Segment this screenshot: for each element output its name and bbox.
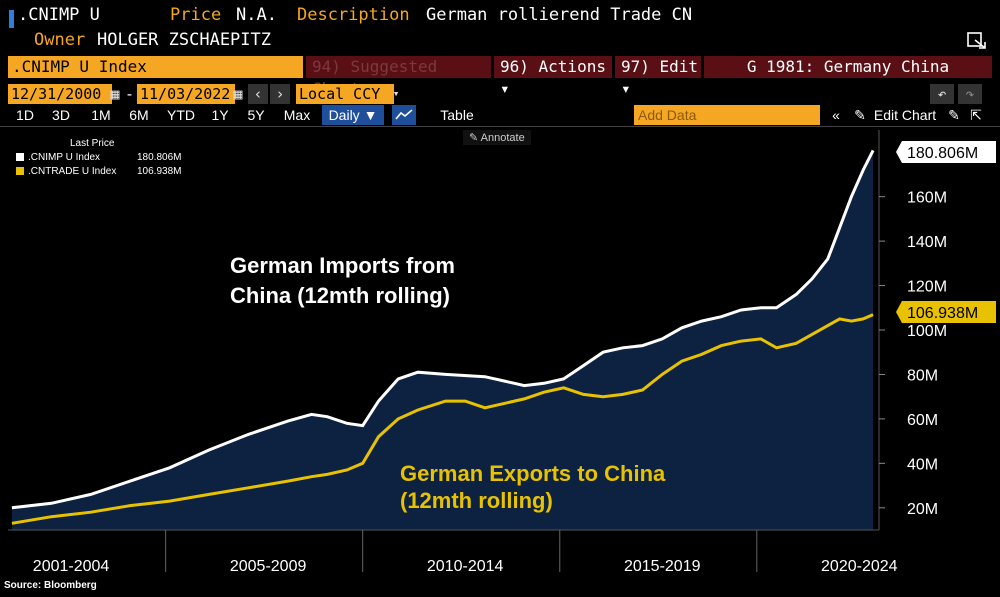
exports-series-label-line2: (12mth rolling)	[400, 488, 553, 513]
x-tick-label: 2001-2004	[33, 558, 110, 575]
y-tick-label: 140M	[907, 234, 947, 251]
next-period-icon[interactable]: ›	[270, 84, 290, 104]
legend-value-imports: 180.806M	[137, 152, 182, 163]
imports-area-fill	[11, 150, 874, 530]
period-max[interactable]: Max	[283, 107, 311, 123]
start-date-field[interactable]: 12/31/2000	[8, 84, 112, 104]
x-tick-label: 2010-2014	[427, 558, 504, 575]
price-label: Price	[170, 5, 222, 25]
y-tick-label: 60M	[907, 412, 938, 429]
source-note: Source: Bloomberg	[4, 580, 97, 591]
annotate-label: Annotate	[480, 132, 525, 144]
imports-series-line	[11, 149, 875, 510]
date-bar: 12/31/2000 ▦ - 11/03/2022 ▦ ‹ › Local CC…	[0, 84, 1000, 104]
exports-last-value: 106.938M	[907, 305, 978, 322]
date-dash: -	[125, 85, 135, 103]
x-axis-labels: 2001-2004 2005-2009 2010-2014 2015-2019 2020…	[33, 558, 898, 575]
chart-legend: Last Price .CNIMP U Index 180.806M .CNTRA…	[16, 137, 181, 179]
edit-settings-icon[interactable]: ✎	[948, 107, 960, 123]
end-calendar-icon[interactable]: ▦	[233, 85, 243, 103]
start-calendar-icon[interactable]: ▦	[110, 85, 120, 103]
toolbar-divider	[0, 126, 1000, 127]
x-tick-label: 2020-2024	[821, 558, 898, 575]
owner-label: Owner	[34, 30, 86, 50]
period-6m[interactable]: 6M	[129, 107, 149, 123]
legend-name-exports: .CNTRADE U Index	[28, 166, 117, 177]
legend-value-exports: 106.938M	[137, 166, 182, 177]
exports-series-label-line1: German Exports to China	[400, 461, 666, 486]
pencil-icon[interactable]: ✎	[854, 107, 866, 123]
legend-swatch-imports	[16, 153, 24, 162]
edit-menu[interactable]: 97) Edit ▾	[615, 56, 701, 98]
popout-icon[interactable]	[966, 30, 988, 50]
toolbar: 1D 3D 1M 6M YTD 1Y 5Y Max Daily ▼ Table …	[0, 105, 1000, 125]
imports-last-value: 180.806M	[907, 145, 978, 162]
period-5y[interactable]: 5Y	[247, 107, 265, 123]
period-ytd[interactable]: YTD	[167, 107, 195, 123]
annotate-button[interactable]: ✎ Annotate	[463, 130, 531, 145]
add-data-input[interactable]: Add Data	[634, 105, 820, 125]
line-chart-icon[interactable]	[392, 105, 416, 125]
owner-value: HOLGER ZSCHAEPITZ	[97, 30, 271, 50]
imports-series-label-line1: German Imports from	[230, 253, 455, 278]
prev-period-icon[interactable]: ‹	[248, 84, 268, 104]
legend-name-imports: .CNIMP U Index	[28, 152, 101, 163]
period-1m[interactable]: 1M	[91, 107, 111, 123]
period-1y[interactable]: 1Y	[211, 107, 229, 123]
y-tick-label: 120M	[907, 279, 947, 296]
imports-last-value-tag: 180.806M	[896, 141, 996, 163]
exports-series-line	[11, 313, 874, 525]
y-tick-label: 80M	[907, 367, 938, 384]
y-tick-label: 40M	[907, 456, 938, 473]
currency-dropdown-icon[interactable]: ▾	[392, 87, 400, 100]
security-field[interactable]: .CNIMP U Index	[8, 56, 303, 78]
end-date-field[interactable]: 11/03/2022	[137, 84, 235, 104]
edit-chart-button[interactable]: Edit Chart	[873, 107, 937, 123]
actions-menu[interactable]: 96) Actions ▾	[494, 56, 612, 98]
undo-icon[interactable]: ↶	[930, 84, 954, 104]
header-row-owner: Owner HOLGER ZSCHAEPITZ	[0, 28, 1000, 52]
frequency-select[interactable]: Daily ▼	[322, 105, 384, 125]
description-label: Description	[297, 5, 410, 25]
redo-icon[interactable]: ↷	[958, 84, 982, 104]
exports-last-value-tag: 106.938M	[896, 301, 996, 323]
y-tick-label: 100M	[907, 323, 947, 340]
x-tick-label: 2015-2019	[624, 558, 701, 575]
annotate-icon: ✎	[469, 132, 481, 144]
ticker-marker	[9, 10, 14, 28]
security-bar: .CNIMP U Index 94) Suggested Charts 96) …	[0, 56, 1000, 98]
function-title: G 1981: Germany China	[704, 56, 992, 78]
ticker[interactable]: .CNIMP U	[18, 5, 100, 25]
legend-item-imports[interactable]: .CNIMP U Index 180.806M	[16, 151, 181, 165]
period-3d[interactable]: 3D	[52, 107, 70, 123]
header-row-ticker: .CNIMP U Price N.A. Description German r…	[0, 3, 1000, 28]
imports-series-label-line2: China (12mth rolling)	[230, 283, 450, 308]
table-button[interactable]: Table	[440, 107, 474, 123]
legend-swatch-exports	[16, 167, 24, 176]
y-axis-ticks: 20M 40M 60M 80M 100M 120M 140M 160M	[879, 190, 947, 518]
period-1d[interactable]: 1D	[16, 107, 34, 123]
y-tick-label: 160M	[907, 190, 947, 207]
x-axis-dividers	[165, 530, 758, 572]
collapse-icon[interactable]: «	[832, 107, 840, 123]
y-tick-label: 20M	[907, 501, 938, 518]
legend-item-exports[interactable]: .CNTRADE U Index 106.938M	[16, 165, 181, 179]
export-icon[interactable]: ⇱	[970, 107, 982, 123]
description-value: German rollierend Trade CN	[426, 5, 693, 25]
x-tick-label: 2005-2009	[230, 558, 307, 575]
price-value: N.A.	[236, 5, 277, 25]
legend-title: Last Price	[70, 138, 115, 149]
currency-select[interactable]: Local CCY	[296, 84, 394, 104]
